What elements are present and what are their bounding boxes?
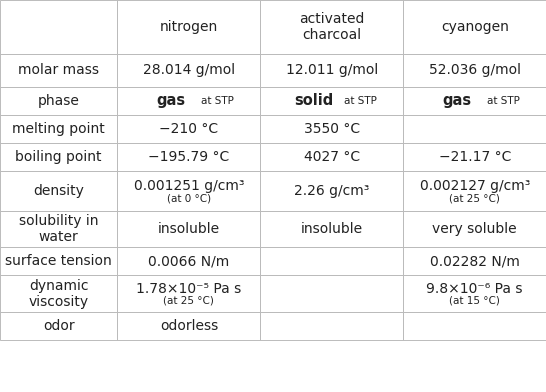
Text: gas: gas <box>156 93 186 109</box>
Text: at STP: at STP <box>344 96 377 106</box>
Text: dynamic
viscosity: dynamic viscosity <box>28 279 89 309</box>
Bar <box>117 276 260 312</box>
Bar <box>260 312 403 340</box>
Text: 0.0066 N/m: 0.0066 N/m <box>149 254 229 269</box>
Text: molar mass: molar mass <box>18 64 99 78</box>
Bar <box>117 143 260 171</box>
Bar <box>0 211 117 247</box>
Text: (at 15 °C): (at 15 °C) <box>449 296 500 306</box>
Bar <box>117 312 260 340</box>
Bar <box>403 312 546 340</box>
Bar <box>403 54 546 87</box>
Text: cyanogen: cyanogen <box>441 20 509 34</box>
Bar <box>260 171 403 211</box>
Bar <box>0 0 117 54</box>
Bar <box>403 115 546 143</box>
Bar <box>260 54 403 87</box>
Text: activated
charcoal: activated charcoal <box>299 12 365 42</box>
Bar <box>403 276 546 312</box>
Bar <box>403 171 546 211</box>
Text: 2.26 g/cm³: 2.26 g/cm³ <box>294 184 370 198</box>
Bar <box>0 143 117 171</box>
Bar <box>260 143 403 171</box>
Text: solid: solid <box>294 93 334 109</box>
Bar <box>117 171 260 211</box>
Bar <box>117 87 260 115</box>
Text: odor: odor <box>43 319 74 333</box>
Text: at STP: at STP <box>486 96 520 106</box>
Bar <box>117 115 260 143</box>
Text: gas: gas <box>442 93 471 109</box>
Text: insoluble: insoluble <box>301 222 363 236</box>
Bar <box>403 211 546 247</box>
Text: 0.02282 N/m: 0.02282 N/m <box>430 254 520 269</box>
Bar <box>0 276 117 312</box>
Text: insoluble: insoluble <box>158 222 220 236</box>
Bar <box>260 115 403 143</box>
Text: 52.036 g/mol: 52.036 g/mol <box>429 64 521 78</box>
Bar <box>117 0 260 54</box>
Bar <box>0 171 117 211</box>
Bar <box>403 143 546 171</box>
Text: −210 °C: −210 °C <box>159 122 218 136</box>
Bar <box>403 0 546 54</box>
Bar <box>117 247 260 276</box>
Bar <box>260 276 403 312</box>
Text: surface tension: surface tension <box>5 254 112 269</box>
Text: −195.79 °C: −195.79 °C <box>149 150 229 164</box>
Bar <box>260 247 403 276</box>
Text: (at 25 °C): (at 25 °C) <box>449 194 500 204</box>
Text: nitrogen: nitrogen <box>160 20 218 34</box>
Text: 0.002127 g/cm³: 0.002127 g/cm³ <box>419 179 530 193</box>
Text: 1.78×10⁻⁵ Pa s: 1.78×10⁻⁵ Pa s <box>136 282 241 296</box>
Bar <box>0 115 117 143</box>
Bar <box>403 247 546 276</box>
Bar <box>117 211 260 247</box>
Text: 4027 °C: 4027 °C <box>304 150 360 164</box>
Bar <box>260 87 403 115</box>
Bar <box>0 312 117 340</box>
Bar <box>117 54 260 87</box>
Text: 12.011 g/mol: 12.011 g/mol <box>286 64 378 78</box>
Text: −21.17 °C: −21.17 °C <box>438 150 511 164</box>
Bar <box>0 87 117 115</box>
Text: 28.014 g/mol: 28.014 g/mol <box>143 64 235 78</box>
Text: at STP: at STP <box>201 96 234 106</box>
Text: phase: phase <box>38 94 80 108</box>
Text: density: density <box>33 184 84 198</box>
Text: 9.8×10⁻⁶ Pa s: 9.8×10⁻⁶ Pa s <box>426 282 523 296</box>
Text: boiling point: boiling point <box>15 150 102 164</box>
Bar <box>260 0 403 54</box>
Text: (at 25 °C): (at 25 °C) <box>163 296 215 306</box>
Bar <box>0 247 117 276</box>
Text: very soluble: very soluble <box>432 222 517 236</box>
Text: odorless: odorless <box>160 319 218 333</box>
Bar <box>260 211 403 247</box>
Text: melting point: melting point <box>13 122 105 136</box>
Text: 0.001251 g/cm³: 0.001251 g/cm³ <box>134 179 244 193</box>
Text: 3550 °C: 3550 °C <box>304 122 360 136</box>
Text: solubility in
water: solubility in water <box>19 214 98 244</box>
Bar <box>0 54 117 87</box>
Bar <box>403 87 546 115</box>
Text: (at 0 °C): (at 0 °C) <box>167 194 211 204</box>
